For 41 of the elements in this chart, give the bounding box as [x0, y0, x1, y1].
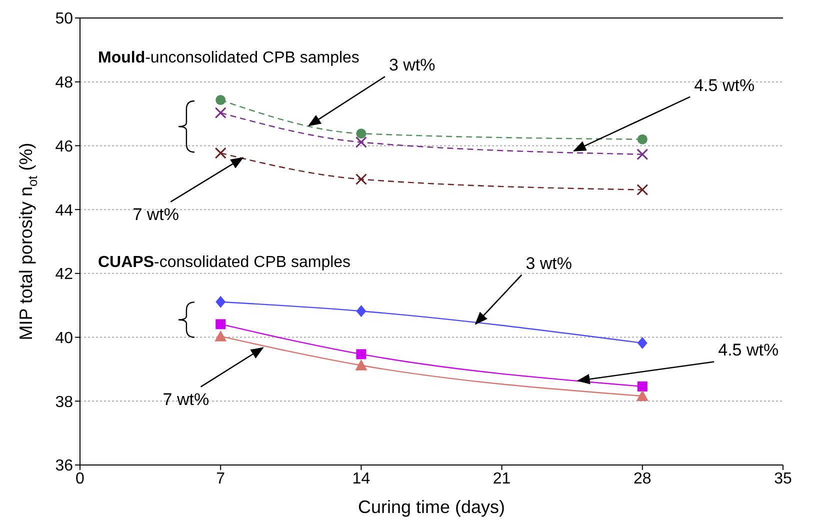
x-tick-label: 28: [634, 470, 652, 488]
point: [636, 390, 648, 402]
x-axis-title: Curing time (days): [358, 497, 506, 517]
point: [355, 136, 367, 148]
point: [636, 184, 648, 196]
annotation: 7 wt%: [132, 204, 179, 224]
x-tick-label: 0: [76, 470, 85, 488]
annotation: 4.5 wt%: [694, 76, 755, 95]
point: [637, 337, 648, 350]
point: [637, 134, 648, 144]
y-tick-label: 40: [55, 330, 74, 347]
y-tick-label: 42: [55, 266, 74, 284]
y-tick-label: 38: [55, 394, 74, 411]
point: [355, 173, 367, 185]
x-tick-label: 21: [492, 470, 511, 488]
y-tick-label: 50: [55, 10, 74, 28]
point: [214, 330, 227, 342]
point: [216, 319, 226, 330]
x-tick-label: 14: [352, 470, 370, 488]
point: [214, 107, 226, 119]
point: [356, 305, 366, 318]
point: [214, 147, 226, 159]
y-tick-label: 48: [55, 74, 74, 92]
point: [216, 296, 226, 308]
point: [216, 95, 226, 106]
annotation: CUAPS-consolidated CPB samples: [98, 254, 351, 272]
y-tick-label: 46: [55, 138, 74, 156]
x-tick-label: 35: [774, 470, 792, 488]
annotation: 7 wt%: [162, 390, 210, 409]
annotation: 4.5 wt%: [718, 340, 779, 360]
point: [636, 148, 648, 160]
point: [356, 349, 366, 360]
point: [637, 381, 648, 392]
x-tick-label: 7: [216, 470, 226, 488]
y-tick-label: 44: [55, 202, 74, 220]
annotation: 3 wt%: [388, 56, 436, 75]
annotation: Mould-unconsolidated CPB samples: [98, 50, 360, 67]
y-tick-label: 36: [55, 458, 74, 475]
annotation: 3 wt%: [526, 254, 572, 273]
point: [355, 359, 368, 370]
point: [356, 128, 366, 139]
